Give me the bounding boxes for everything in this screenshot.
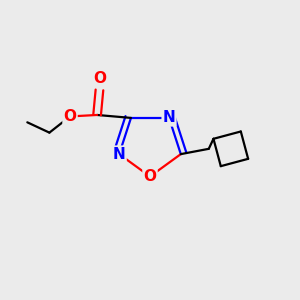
Text: O: O bbox=[143, 169, 157, 184]
Text: O: O bbox=[93, 71, 106, 86]
Text: N: N bbox=[113, 147, 126, 162]
Text: O: O bbox=[64, 109, 76, 124]
Text: N: N bbox=[163, 110, 176, 125]
